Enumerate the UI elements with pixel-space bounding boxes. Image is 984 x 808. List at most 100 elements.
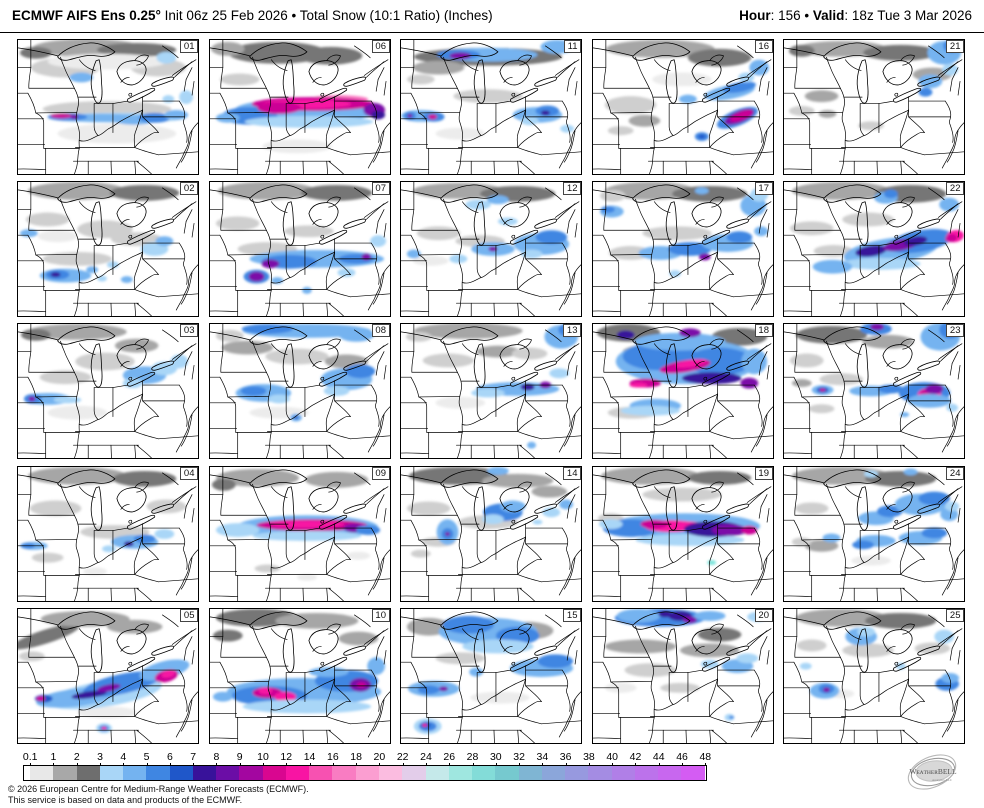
colorbar-tick-label: 44 [652, 751, 665, 763]
colorbar-segment [495, 766, 519, 780]
ensemble-panel-02: 02 [17, 181, 199, 318]
member-number-badge: 23 [946, 324, 964, 338]
forecast-map [592, 182, 773, 317]
colorbar-segment [588, 766, 612, 780]
colorbar-tick-label: 26 [443, 751, 456, 763]
colorbar-segment [169, 766, 193, 780]
member-number-badge: 03 [180, 324, 198, 338]
colorbar-segment [472, 766, 496, 780]
forecast-map [401, 608, 581, 743]
model-name: ECMWF AIFS Ens 0.25° [12, 8, 161, 23]
ensemble-panel-14: 14 [400, 465, 582, 602]
forecast-map [592, 608, 773, 743]
member-number-badge: 07 [371, 182, 390, 196]
colorbar-segment [611, 766, 635, 780]
ensemble-panel-05: 05 [17, 607, 199, 744]
member-number-badge: 17 [754, 182, 773, 196]
forecast-map [784, 324, 964, 459]
member-number-badge: 06 [371, 40, 390, 53]
colorbar-segment [262, 766, 286, 780]
member-number-badge: 16 [754, 40, 773, 53]
forecast-map [18, 324, 198, 459]
member-number-badge: 12 [563, 182, 581, 196]
colorbar-tick-label: 24 [420, 751, 432, 763]
colorbar-segment [681, 766, 705, 780]
forecast-map [784, 40, 964, 174]
forecast-map [209, 182, 390, 317]
forecast-map [401, 466, 581, 601]
ensemble-panel-11: 11 [400, 39, 582, 175]
colorbar: 0.1 1 2 3 4 5 6 7 8 9 10 12 14 16 18 20 22 24 26 28 30 32 34 36… [23, 751, 711, 783]
ensemble-panel-24: 24 [783, 465, 965, 602]
member-number-badge: 05 [180, 608, 198, 622]
colorbar-segment [309, 766, 333, 780]
colorbar-segment [658, 766, 682, 780]
colorbar-tick-label: 6 [166, 751, 173, 763]
colorbar-tick-label: 4 [120, 751, 127, 763]
colorbar-segment [285, 766, 310, 780]
member-number-badge: 19 [754, 466, 773, 480]
colorbar-tick-label: 40 [606, 751, 619, 763]
colorbar-tick-label: 30 [489, 751, 502, 763]
ensemble-panel-19: 19 [591, 465, 774, 602]
forecast-map [784, 182, 964, 317]
member-number-badge: 13 [563, 324, 581, 338]
colorbar-segment [402, 766, 426, 780]
colorbar-tick-label: 2 [73, 751, 80, 763]
colorbar-tick-label: 46 [676, 751, 688, 763]
member-number-badge: 10 [371, 608, 390, 622]
colorbar-tick-label: 5 [143, 751, 150, 763]
ensemble-panel-03: 03 [17, 323, 199, 460]
ensemble-panel-06: 06 [208, 39, 391, 175]
colorbar-tick-label: 7 [190, 751, 197, 763]
ensemble-panel-12: 12 [400, 181, 582, 318]
colorbar-segment [425, 766, 449, 780]
colorbar-tick-label: 9 [236, 751, 243, 763]
ensemble-panel-17: 17 [591, 181, 774, 318]
ensemble-panel-08: 08 [208, 323, 391, 460]
forecast-map [18, 182, 198, 317]
colorbar-segment [634, 766, 659, 780]
member-number-badge: 08 [371, 324, 390, 338]
attribution-line2: This service is based on data and produc… [8, 795, 243, 805]
forecast-map [18, 608, 198, 743]
colorbar-gradient [23, 765, 707, 781]
forecast-map [592, 324, 773, 459]
member-number-badge: 02 [180, 182, 198, 196]
ensemble-panel-07: 07 [208, 181, 391, 318]
colorbar-tick-label: 16 [326, 751, 339, 763]
forecast-map [209, 40, 390, 174]
colorbar-tick-label: 12 [280, 751, 293, 763]
colorbar-segment [541, 766, 566, 780]
logo-subtext: Analytics LLC [932, 778, 953, 782]
forecast-map [18, 40, 198, 174]
forecast-map [209, 466, 390, 601]
member-number-badge: 25 [946, 608, 964, 622]
colorbar-segment [518, 766, 542, 780]
colorbar-tick-label: 10 [257, 751, 269, 763]
forecast-map [209, 608, 390, 743]
colorbar-segment [332, 766, 356, 780]
panel-grid: 01 06 11 16 21 02 07 12 17 22 03 08 13 18 23 04 09 14 19 24… [17, 39, 965, 744]
member-number-badge: 18 [754, 324, 773, 338]
weatherbell-logo: WᴇᴀᴛʜᴇʀBELL Analytics LLC [896, 750, 970, 801]
forecast-map [784, 608, 964, 743]
member-number-badge: 21 [946, 40, 964, 53]
ensemble-panel-13: 13 [400, 323, 582, 460]
ensemble-panel-25: 25 [783, 607, 965, 744]
colorbar-tick-label: 3 [97, 751, 103, 763]
colorbar-tick-label: 32 [513, 751, 525, 763]
colorbar-tick-label: 22 [396, 751, 409, 763]
colorbar-segment [239, 766, 263, 780]
colorbar-tick-label: 48 [699, 751, 712, 763]
member-number-badge: 20 [754, 608, 773, 622]
ensemble-panel-22: 22 [783, 181, 965, 318]
forecast-map [401, 40, 581, 174]
colorbar-segment [448, 766, 473, 780]
ensemble-panel-15: 15 [400, 607, 582, 744]
colorbar-tick-label: 1 [50, 751, 57, 763]
forecast-map [592, 466, 773, 601]
colorbar-tick-label: 42 [629, 751, 642, 763]
header: ECMWF AIFS Ens 0.25° Init 06z 25 Feb 202… [0, 0, 984, 33]
valid-label: Valid [812, 8, 845, 23]
